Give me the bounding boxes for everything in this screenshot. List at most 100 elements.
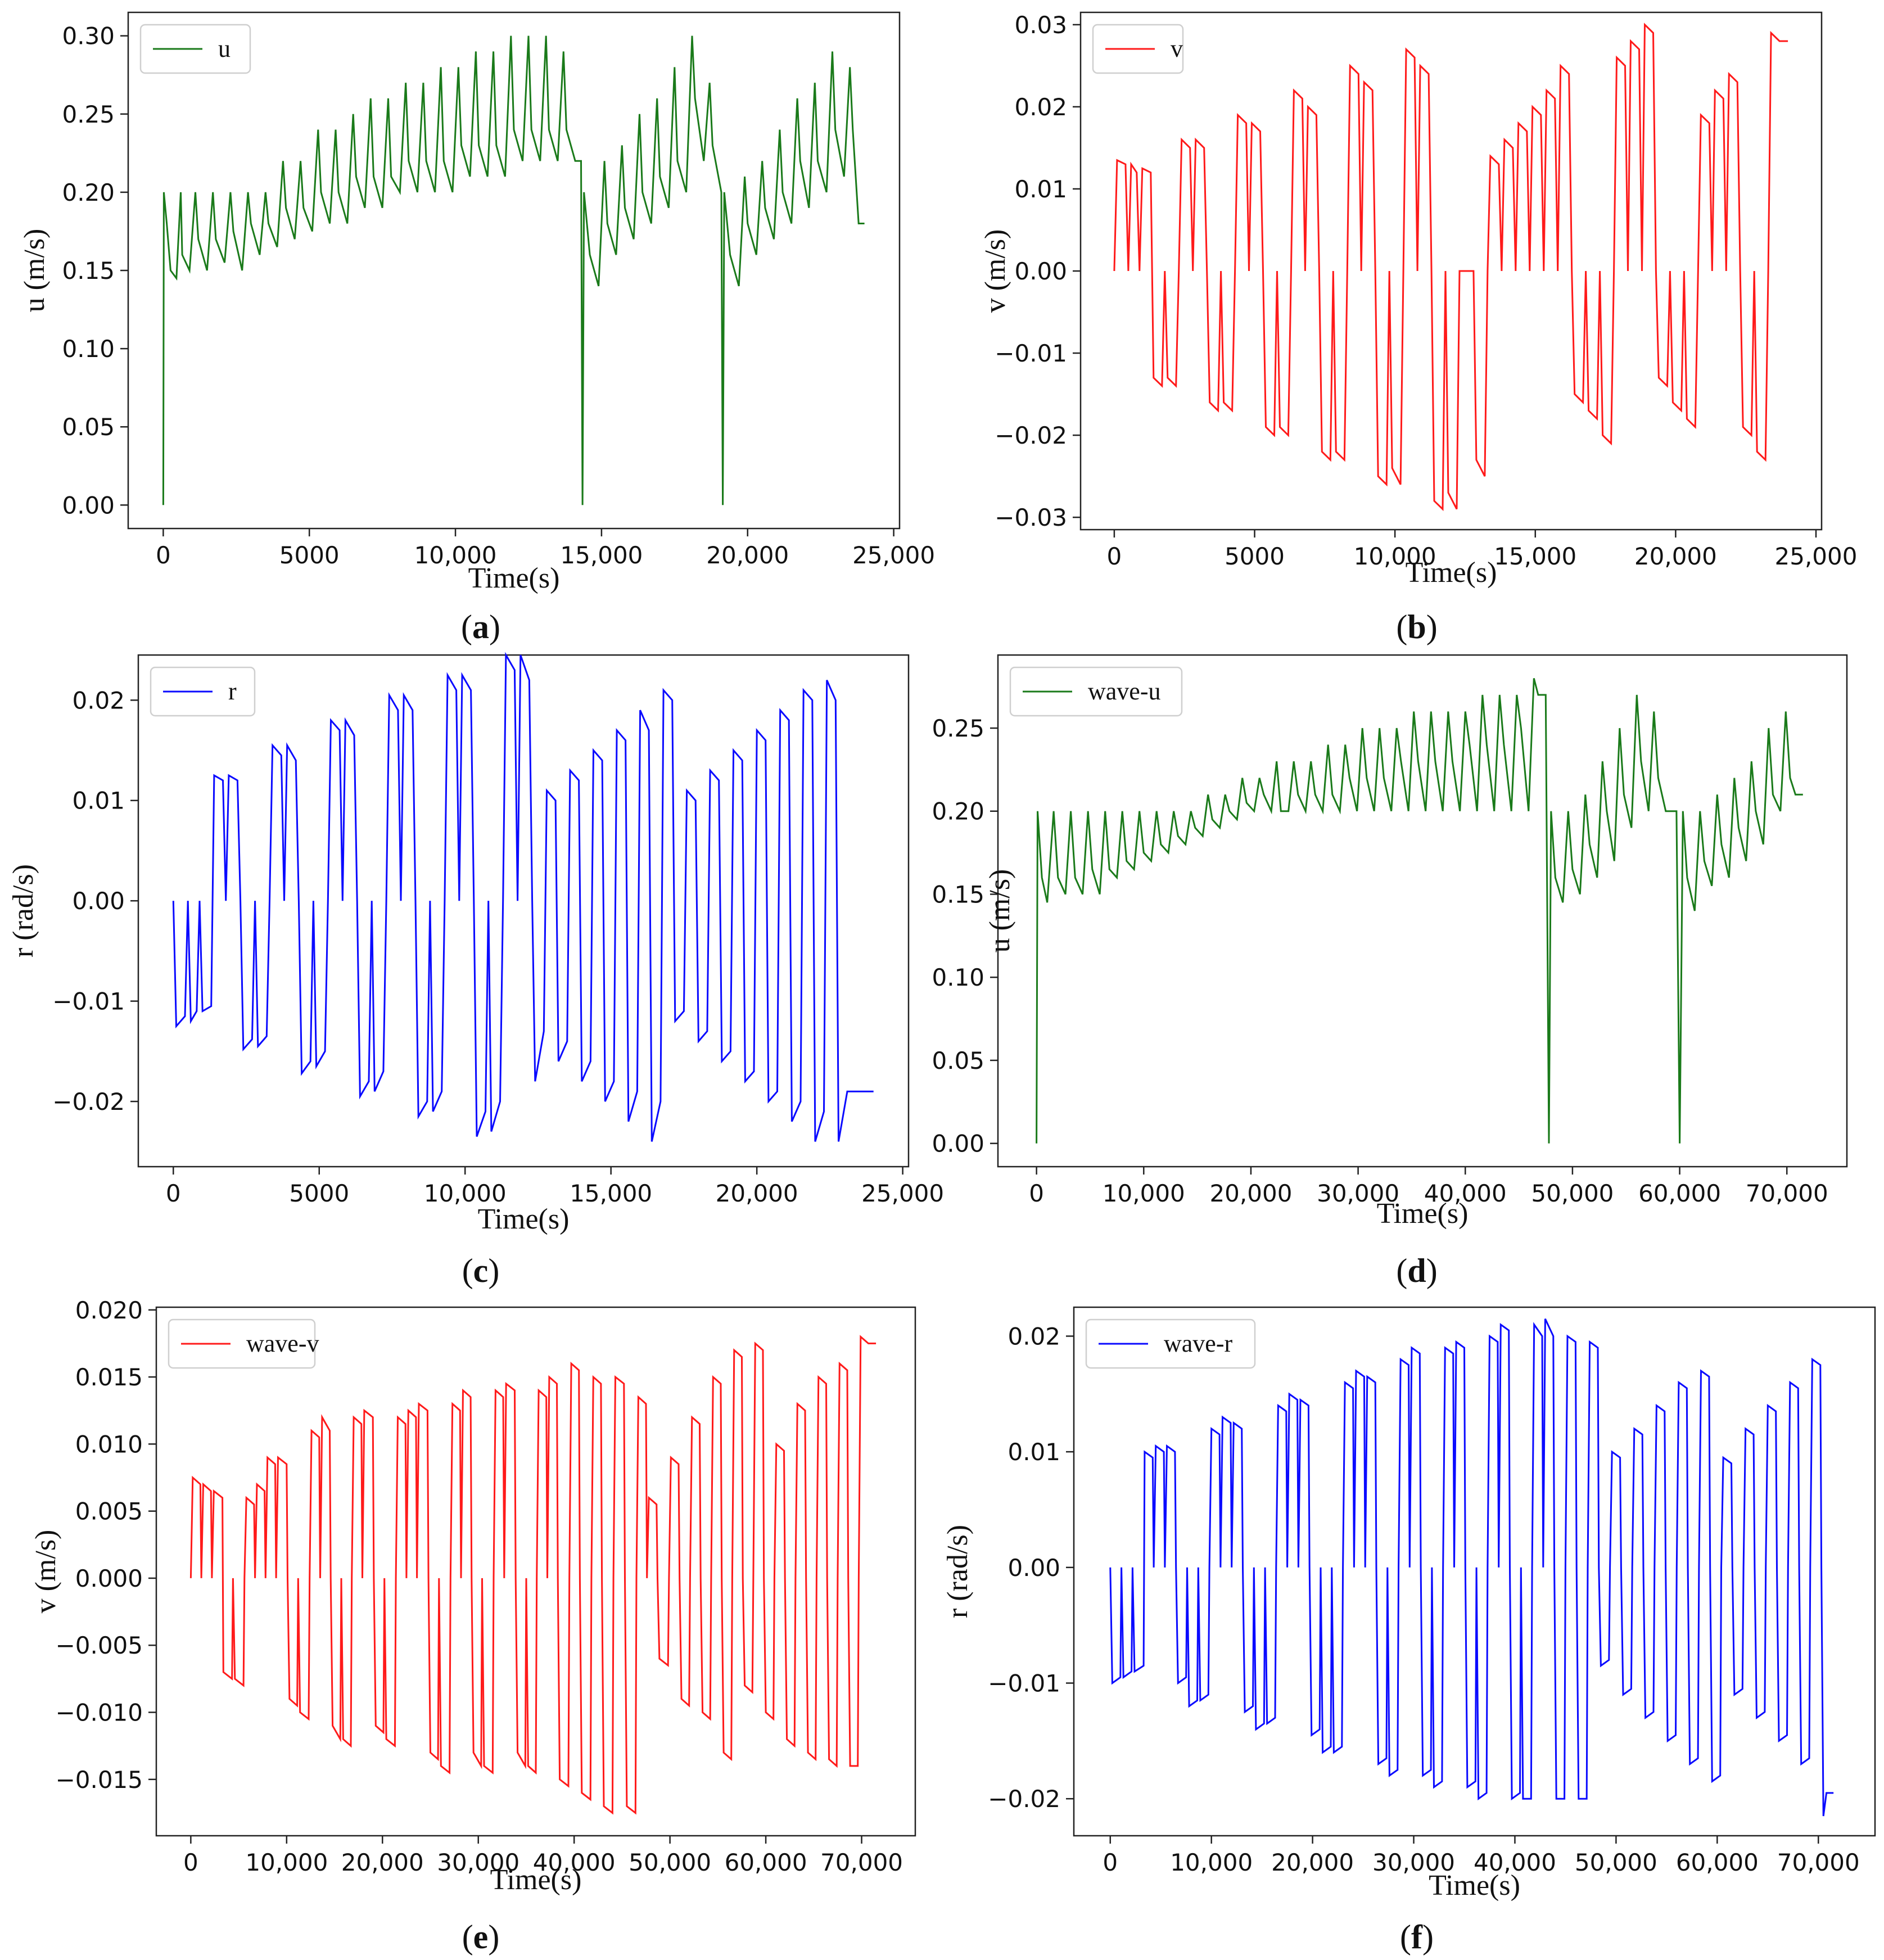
x-tick-label: 60,000 (725, 1849, 807, 1876)
y-tick-label: −0.03 (995, 504, 1067, 531)
legend-label: wave-u (1088, 678, 1161, 705)
x-tick-label: 70,000 (820, 1849, 903, 1876)
y-axis-title: r (rad/s) (7, 864, 39, 958)
plot-frame-c (137, 654, 910, 1168)
y-tick-label: 0.03 (1014, 11, 1067, 39)
x-tick-label: 10,000 (1103, 1180, 1185, 1207)
y-tick-label: 0.000 (75, 1565, 143, 1592)
y-tick-label: 0.05 (932, 1047, 984, 1074)
x-axis-title: Time(s) (478, 1203, 570, 1235)
y-tick-label: −0.01 (995, 340, 1067, 367)
panel-caption: (d) (1396, 1252, 1437, 1289)
y-tick-label: 0.01 (1014, 175, 1067, 203)
y-tick-label: 0.02 (1007, 1322, 1060, 1350)
x-tick-label: 20,000 (716, 1180, 798, 1207)
caption-letter: e (473, 1918, 489, 1956)
caption-letter: a (472, 608, 489, 645)
panel-caption: (b) (1396, 608, 1437, 645)
x-tick-label: 5000 (279, 541, 340, 569)
y-tick-label: −0.02 (995, 422, 1067, 449)
x-tick-label: 40,000 (1474, 1849, 1556, 1876)
y-tick-label: −0.02 (52, 1088, 125, 1116)
x-tick-label: 25,000 (852, 541, 935, 569)
x-tick-label: 20,000 (706, 541, 789, 569)
panel-d: 0 10,000 20,000 30,000 40,000 50,000 60,000 70,… (932, 654, 1848, 1289)
x-tick-label: 20,000 (1271, 1849, 1354, 1876)
y-tick-label: 0.00 (62, 491, 115, 519)
caption-paren-open: ( (462, 1252, 473, 1289)
x-tick-label: 15,000 (570, 1180, 652, 1207)
x-tick-label: 40,000 (533, 1849, 616, 1876)
legend-label: wave-v (246, 1330, 319, 1357)
series-line-wave-u (1036, 678, 1803, 1144)
caption-paren-close: ) (488, 1252, 499, 1289)
x-tick-label: 5000 (289, 1180, 349, 1207)
plot-frame-f (1073, 1306, 1876, 1837)
caption-paren-close: ) (1426, 1252, 1438, 1289)
series-line-v (1113, 22, 1788, 512)
y-tick-label: −0.01 (988, 1669, 1060, 1697)
caption-paren-open: ( (461, 608, 472, 645)
x-axis-title: Time(s) (468, 562, 560, 594)
x-tick-label: 0 (166, 1180, 181, 1207)
panel-caption: (f) (1400, 1918, 1434, 1956)
y-axis-title: v (m/s) (30, 1530, 62, 1614)
legend-label: u (218, 35, 231, 62)
plot-frame-e (155, 1306, 916, 1837)
y-tick-label: 0.05 (62, 413, 115, 441)
caption-letter: d (1407, 1252, 1426, 1289)
x-axis-title: Time(s) (1406, 557, 1497, 589)
caption-paren-close: ) (489, 608, 500, 645)
x-tick-label: 10,000 (245, 1849, 328, 1876)
y-tick-label: −0.02 (988, 1785, 1060, 1813)
y-tick-label: −0.01 (52, 988, 125, 1015)
y-tick-label: 0.01 (1007, 1438, 1060, 1466)
legend-label: wave-r (1164, 1330, 1232, 1357)
y-tick-label: 0.10 (932, 964, 984, 991)
legend-label: v (1171, 35, 1183, 62)
x-tick-label: 15,000 (560, 541, 643, 569)
x-tick-label: 0 (1103, 1849, 1118, 1876)
legend-box-f (1085, 1318, 1256, 1369)
x-tick-label: 10,000 (1170, 1849, 1253, 1876)
y-axis-title: r (rad/s) (942, 1525, 974, 1618)
x-axis-title: Time(s) (1377, 1198, 1469, 1230)
x-tick-label: 50,000 (1575, 1849, 1657, 1876)
caption-letter: f (1411, 1918, 1423, 1956)
x-tick-label: 30,000 (1372, 1849, 1455, 1876)
x-tick-label: 5000 (1225, 543, 1285, 570)
x-tick-label: 60,000 (1638, 1180, 1721, 1207)
caption-paren-open: ( (1400, 1918, 1411, 1956)
caption-letter: c (473, 1252, 489, 1289)
panel-c: 0 5000 10,000 15,000 20,000 25,000 −0.02 −0.01 0… (7, 652, 944, 1289)
x-tick-label: 50,000 (629, 1849, 711, 1876)
x-tick-label: 30,000 (1317, 1180, 1399, 1207)
x-tick-label: 25,000 (1775, 543, 1858, 570)
y-axis-title: u (m/s) (984, 869, 1016, 953)
legend-box-e (168, 1318, 316, 1369)
x-tick-label: 60,000 (1676, 1849, 1759, 1876)
y-tick-label: 0.02 (1014, 93, 1067, 121)
x-tick-label: 70,000 (1746, 1180, 1828, 1207)
caption-paren-close: ) (1426, 608, 1438, 645)
y-tick-label: 0.02 (72, 687, 125, 714)
x-tick-label: 30,000 (437, 1849, 519, 1876)
series-line-u (162, 35, 865, 505)
caption-paren-close: ) (1422, 1918, 1434, 1956)
x-tick-label: 10,000 (414, 541, 497, 569)
x-tick-label: 10,000 (1354, 543, 1436, 570)
y-axis-title: u (m/s) (19, 229, 51, 313)
y-tick-label: 0.01 (72, 787, 125, 815)
y-tick-label: 0.10 (62, 335, 115, 363)
caption-letter: b (1407, 608, 1426, 645)
y-tick-label: 0.25 (932, 715, 984, 742)
y-tick-label: 0.30 (62, 22, 115, 50)
panel-caption: (e) (462, 1918, 500, 1956)
y-tick-label: 0.005 (75, 1498, 143, 1525)
y-tick-label: 0.020 (75, 1297, 143, 1324)
series-line-wave-v (189, 1335, 877, 1815)
y-tick-label: 0.015 (75, 1363, 143, 1391)
legend-label: r (228, 678, 237, 705)
panel-f: 0 10,000 20,000 30,000 40,000 50,000 60,000 70,… (942, 1306, 1876, 1956)
x-tick-label: 20,000 (341, 1849, 424, 1876)
